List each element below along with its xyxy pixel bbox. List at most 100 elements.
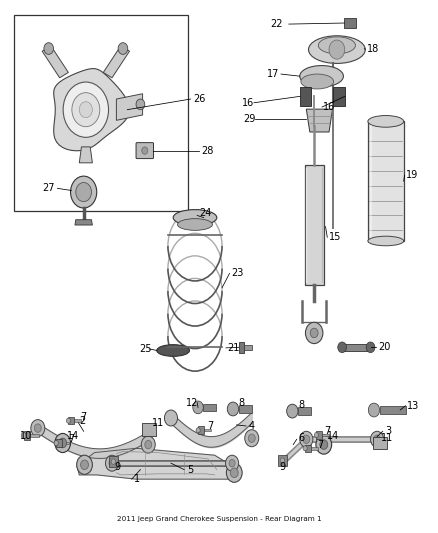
Circle shape xyxy=(245,430,259,447)
Bar xyxy=(142,423,156,435)
Text: 2011 Jeep Grand Cherokee Suspension - Rear Diagram 1: 2011 Jeep Grand Cherokee Suspension - Re… xyxy=(117,515,321,522)
Bar xyxy=(342,344,371,351)
Bar xyxy=(380,406,406,414)
Bar xyxy=(344,18,356,28)
Circle shape xyxy=(303,435,310,443)
Bar xyxy=(316,434,329,436)
Circle shape xyxy=(329,40,345,59)
Text: 8: 8 xyxy=(298,400,304,410)
Circle shape xyxy=(229,459,235,467)
Polygon shape xyxy=(306,109,332,132)
Ellipse shape xyxy=(318,37,356,54)
Bar xyxy=(68,417,74,424)
Bar xyxy=(198,426,204,434)
Polygon shape xyxy=(103,46,130,78)
Text: 9: 9 xyxy=(279,463,286,472)
Text: 28: 28 xyxy=(201,146,214,156)
Ellipse shape xyxy=(173,209,217,225)
Ellipse shape xyxy=(368,116,404,127)
Bar xyxy=(305,447,318,449)
Circle shape xyxy=(109,459,115,467)
Text: 1: 1 xyxy=(134,474,140,484)
Text: 16: 16 xyxy=(323,102,335,112)
Circle shape xyxy=(34,424,41,432)
Text: 11: 11 xyxy=(152,418,164,428)
Text: 14: 14 xyxy=(327,431,339,441)
Circle shape xyxy=(310,328,318,338)
Text: 14: 14 xyxy=(67,431,79,441)
Circle shape xyxy=(305,322,323,344)
Ellipse shape xyxy=(157,345,190,357)
Circle shape xyxy=(71,176,97,208)
Polygon shape xyxy=(117,94,143,120)
Text: 6: 6 xyxy=(298,433,304,443)
Text: 16: 16 xyxy=(242,98,254,108)
Text: 21: 21 xyxy=(228,343,240,353)
Text: 7: 7 xyxy=(324,426,330,437)
Text: 7: 7 xyxy=(68,434,74,445)
Text: 5: 5 xyxy=(187,465,194,474)
Text: 7: 7 xyxy=(80,412,86,422)
Circle shape xyxy=(79,102,92,118)
Text: 29: 29 xyxy=(243,114,255,124)
Text: 15: 15 xyxy=(329,232,341,243)
Circle shape xyxy=(145,440,152,449)
Circle shape xyxy=(77,455,92,474)
Text: 12: 12 xyxy=(186,398,198,408)
Circle shape xyxy=(338,342,346,353)
Circle shape xyxy=(226,463,242,482)
Text: 26: 26 xyxy=(193,94,205,104)
Circle shape xyxy=(303,446,307,451)
Circle shape xyxy=(314,432,318,438)
Circle shape xyxy=(280,458,285,463)
Text: 20: 20 xyxy=(378,342,391,352)
FancyBboxPatch shape xyxy=(136,143,153,159)
Text: 2: 2 xyxy=(79,416,85,426)
Polygon shape xyxy=(77,448,237,479)
Text: 4: 4 xyxy=(249,421,255,431)
Text: 23: 23 xyxy=(231,269,244,278)
Circle shape xyxy=(374,435,381,443)
Circle shape xyxy=(106,455,119,471)
Bar xyxy=(24,434,39,437)
Bar xyxy=(333,87,345,106)
Text: 8: 8 xyxy=(239,398,245,408)
Circle shape xyxy=(44,43,53,54)
Text: 27: 27 xyxy=(42,183,55,193)
Text: 7: 7 xyxy=(317,440,323,450)
Text: 19: 19 xyxy=(406,170,418,180)
Text: 9: 9 xyxy=(114,463,120,472)
Ellipse shape xyxy=(177,219,212,230)
Text: 24: 24 xyxy=(199,208,211,219)
Circle shape xyxy=(320,440,328,449)
Bar xyxy=(298,407,311,415)
Ellipse shape xyxy=(308,36,365,63)
Circle shape xyxy=(63,82,109,138)
Circle shape xyxy=(366,342,375,353)
Circle shape xyxy=(371,431,384,447)
Polygon shape xyxy=(75,220,92,225)
Circle shape xyxy=(226,455,239,471)
Circle shape xyxy=(54,440,58,446)
Circle shape xyxy=(21,432,26,439)
Circle shape xyxy=(141,436,155,453)
Circle shape xyxy=(81,460,88,470)
Bar xyxy=(198,429,211,431)
Circle shape xyxy=(76,182,92,201)
Bar xyxy=(56,442,69,444)
Text: 18: 18 xyxy=(367,44,379,53)
Circle shape xyxy=(136,99,145,110)
Bar xyxy=(239,342,244,353)
Text: 10: 10 xyxy=(19,431,32,441)
Circle shape xyxy=(368,403,380,417)
Ellipse shape xyxy=(300,66,343,87)
Ellipse shape xyxy=(368,236,404,246)
Circle shape xyxy=(67,418,71,423)
Circle shape xyxy=(287,404,298,418)
Circle shape xyxy=(72,93,100,127)
Text: 25: 25 xyxy=(140,344,152,354)
Circle shape xyxy=(248,434,255,442)
Circle shape xyxy=(55,433,71,453)
Polygon shape xyxy=(79,147,92,163)
Circle shape xyxy=(230,468,238,478)
